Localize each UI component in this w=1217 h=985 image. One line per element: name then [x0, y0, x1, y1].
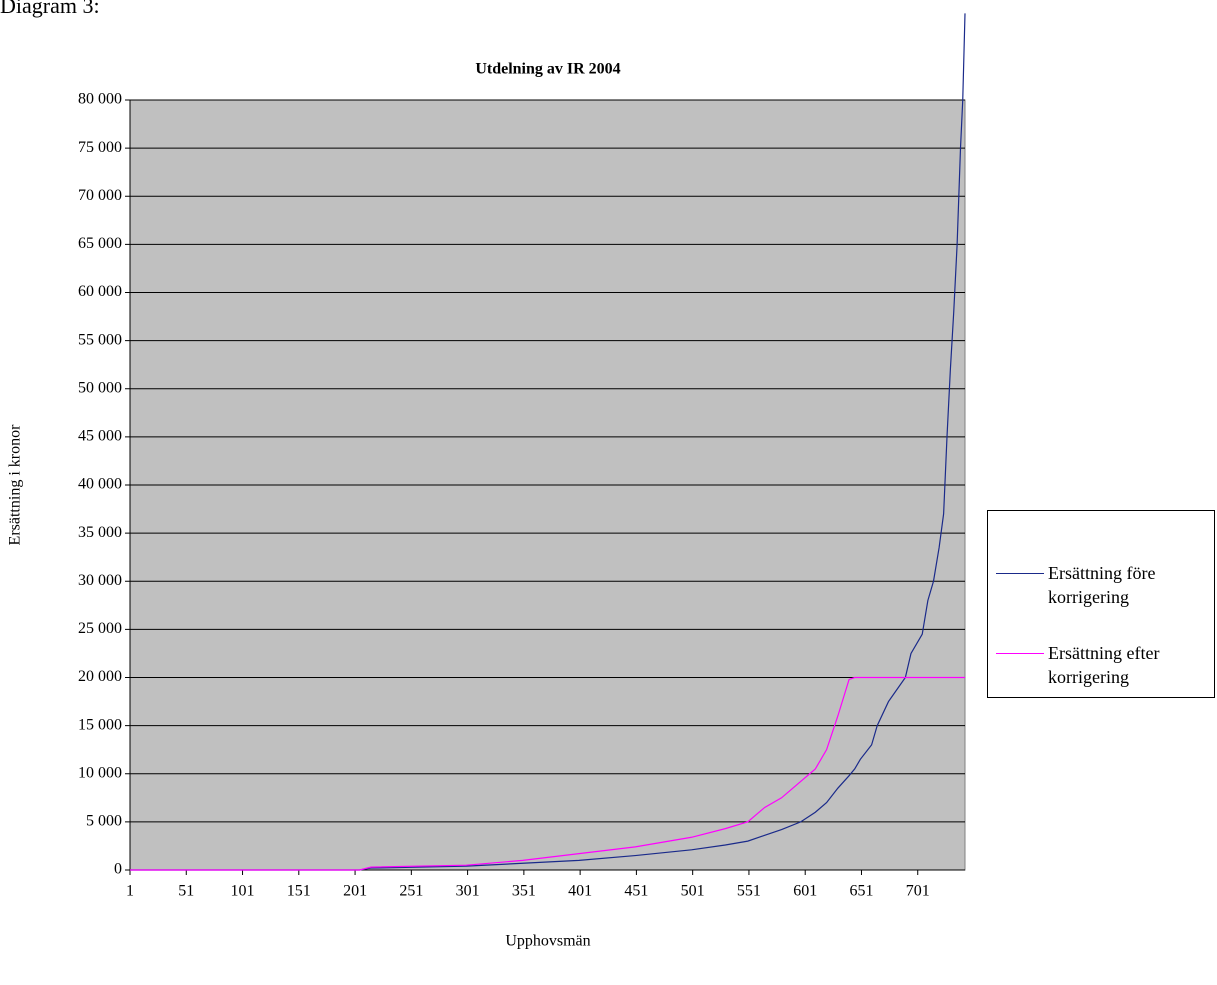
y-tick-label: 35 000 [78, 524, 122, 541]
y-tick-label: 40 000 [78, 476, 122, 493]
legend-swatch [996, 573, 1044, 574]
x-tick-label: 351 [512, 883, 536, 900]
y-tick-label: 15 000 [78, 716, 122, 733]
series-line [130, 13, 966, 871]
x-tick-label: 551 [737, 883, 761, 900]
x-axis-label: Upphovsmän [505, 933, 590, 950]
y-tick-label: 0 [114, 861, 122, 878]
legend: Ersättning före korrigering Ersättning ef… [987, 510, 1215, 698]
y-tick-label: 50 000 [78, 379, 122, 396]
y-tick-label: 70 000 [78, 187, 122, 204]
y-tick-label: 45 000 [78, 428, 122, 445]
legend-item: Ersättning före korrigering [988, 561, 1216, 621]
legend-swatch [996, 653, 1044, 654]
y-tick-label: 75 000 [78, 139, 122, 156]
legend-label: Ersättning efter korrigering [1048, 643, 1160, 687]
x-tick-label: 151 [287, 883, 311, 900]
x-tick-label: 501 [681, 883, 705, 900]
x-tick-label: 701 [906, 883, 930, 900]
x-tick-label: 651 [849, 883, 873, 900]
x-tick-label: 201 [343, 883, 367, 900]
x-tick-label: 401 [568, 883, 592, 900]
y-tick-label: 25 000 [78, 620, 122, 637]
legend-item: Ersättning efter korrigering [988, 641, 1216, 701]
x-tick-label: 1 [126, 883, 134, 900]
y-tick-label: 65 000 [78, 235, 122, 252]
x-tick-label: 301 [456, 883, 480, 900]
y-tick-label: 30 000 [78, 572, 122, 589]
y-axis-label: Ersättning i kronor [7, 424, 24, 546]
y-tick-label: 55 000 [78, 331, 122, 348]
y-tick-label: 60 000 [78, 283, 122, 300]
x-tick-label: 451 [624, 883, 648, 900]
series-line [130, 676, 965, 871]
chart-title: Utdelning av IR 2004 [475, 61, 620, 78]
x-tick-label: 601 [793, 883, 817, 900]
x-tick-label: 251 [399, 883, 423, 900]
y-tick-label: 10 000 [78, 764, 122, 781]
legend-label: Ersättning före korrigering [1048, 563, 1156, 607]
heading: Diagram 3: [0, 0, 100, 18]
x-tick-label: 51 [178, 883, 194, 900]
x-tick-label: 101 [231, 883, 255, 900]
y-tick-label: 5 000 [86, 813, 122, 830]
y-tick-label: 20 000 [78, 668, 122, 685]
y-tick-label: 80 000 [78, 91, 122, 108]
